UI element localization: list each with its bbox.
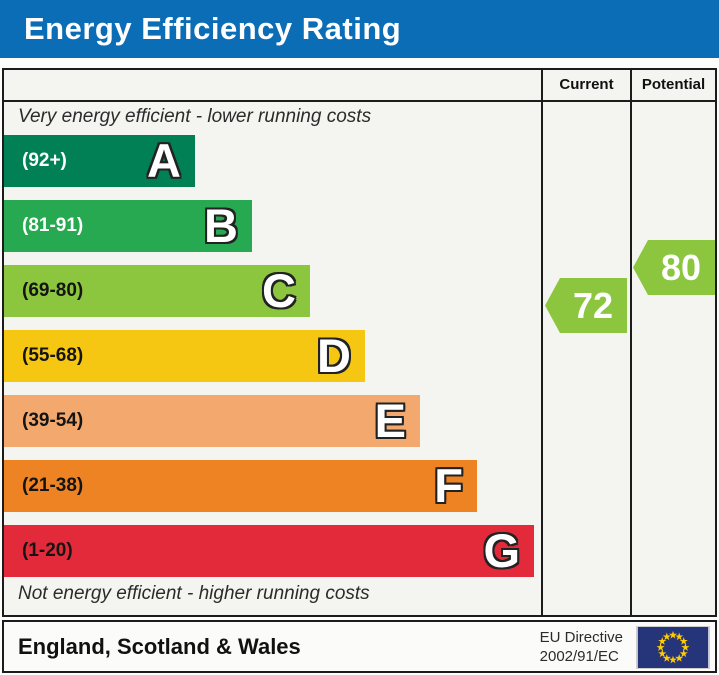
potential-rating-value: 80 [660,246,702,288]
current-rating-value: 72 [572,284,614,326]
eu-directive-line2: 2002/91/EC [539,648,619,665]
column-header-potential: Potential [641,76,706,93]
band-g-range: (1-20) [22,540,73,561]
band-g-letter: G [483,524,520,577]
band-b-letter: B [204,199,238,252]
band-g: (1-20) G [4,525,534,577]
band-b: (81-91) B [4,200,252,252]
title-bar: Energy Efficiency Rating [0,0,719,58]
band-f: (21-38) F [4,460,477,512]
band-d-letter: D [317,329,351,382]
band-d: (55-68) D [4,330,365,382]
column-divider-current [541,70,543,615]
band-f-letter: F [434,459,463,512]
band-a-range: (92+) [22,150,67,171]
footer-region-label: England, Scotland & Wales [18,634,301,659]
band-e-letter: E [374,394,406,447]
band-c-range: (69-80) [22,280,84,301]
page-title: Energy Efficiency Rating [24,11,402,46]
band-c: (69-80) C [4,265,310,317]
header-row-divider [4,100,715,102]
band-e-range: (39-54) [22,410,84,431]
band-e: (39-54) E [4,395,420,447]
potential-rating-marker: 80 [633,240,715,295]
caption-not-efficient: Not energy efficient - higher running co… [18,583,370,604]
column-header-current: Current [559,76,614,93]
eu-directive-label: EU Directive 2002/91/EC [540,628,623,666]
eu-flag-icon [636,626,710,669]
band-a-letter: A [147,134,181,187]
footer-bar: England, Scotland & Wales EU Directive 2… [2,620,717,673]
band-a: (92+) A [4,135,195,187]
current-rating-marker: 72 [545,278,627,333]
band-d-range: (55-68) [22,345,84,366]
band-f-range: (21-38) [22,475,84,496]
band-c-letter: C [262,264,296,317]
column-divider-potential [630,70,632,615]
band-b-range: (81-91) [22,215,84,236]
eu-directive-line1: EU Directive [539,629,623,646]
caption-very-efficient: Very energy efficient - lower running co… [18,106,372,127]
rating-table: Current Potential Very energy efficient … [2,68,717,617]
